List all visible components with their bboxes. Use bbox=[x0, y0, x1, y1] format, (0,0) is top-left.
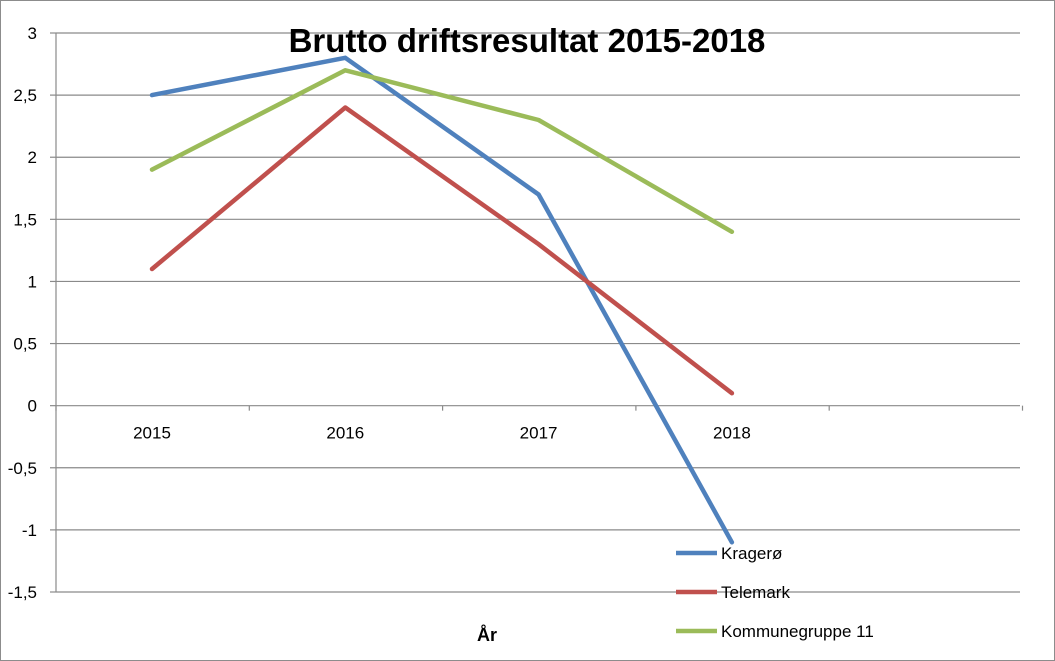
y-tick-label: 2 bbox=[28, 148, 37, 167]
x-tick-label: 2015 bbox=[133, 424, 171, 443]
gridlines bbox=[56, 32, 1020, 593]
y-tick-label: 0 bbox=[28, 397, 37, 416]
y-tick-label: -1 bbox=[22, 521, 37, 540]
axes bbox=[50, 32, 1024, 593]
legend: Kragerø Telemark Kommunegruppe 11 bbox=[676, 544, 874, 641]
legend-label: Telemark bbox=[721, 583, 790, 602]
y-tick-label: 3 bbox=[28, 24, 37, 43]
series-line bbox=[149, 68, 735, 235]
y-tick-label: -0,5 bbox=[8, 459, 37, 478]
y-tick-label: 1 bbox=[28, 272, 37, 291]
legend-label: Kommunegruppe 11 bbox=[721, 622, 874, 641]
y-tick-label: 1,5 bbox=[13, 210, 37, 229]
y-tick-label: -1,5 bbox=[8, 583, 37, 602]
x-tick-label: 2017 bbox=[520, 424, 558, 443]
x-tick-label: 2016 bbox=[326, 424, 364, 443]
x-axis-title: År bbox=[477, 625, 497, 645]
x-tick-label: 2018 bbox=[713, 424, 751, 443]
series-line bbox=[149, 105, 735, 396]
y-tick-labels: 3 2,5 2 1,5 1 0,5 0 -0,5 -1 -1,5 bbox=[8, 24, 37, 602]
y-tick-label: 2,5 bbox=[13, 86, 37, 105]
legend-label: Kragerø bbox=[721, 544, 782, 563]
series-line bbox=[149, 55, 735, 545]
x-tick-labels: 2015 2016 2017 2018 bbox=[133, 424, 751, 443]
chart-title: Brutto driftsresultat 2015-2018 bbox=[289, 22, 766, 59]
series-lines bbox=[149, 55, 735, 545]
y-tick-label: 0,5 bbox=[13, 335, 37, 354]
